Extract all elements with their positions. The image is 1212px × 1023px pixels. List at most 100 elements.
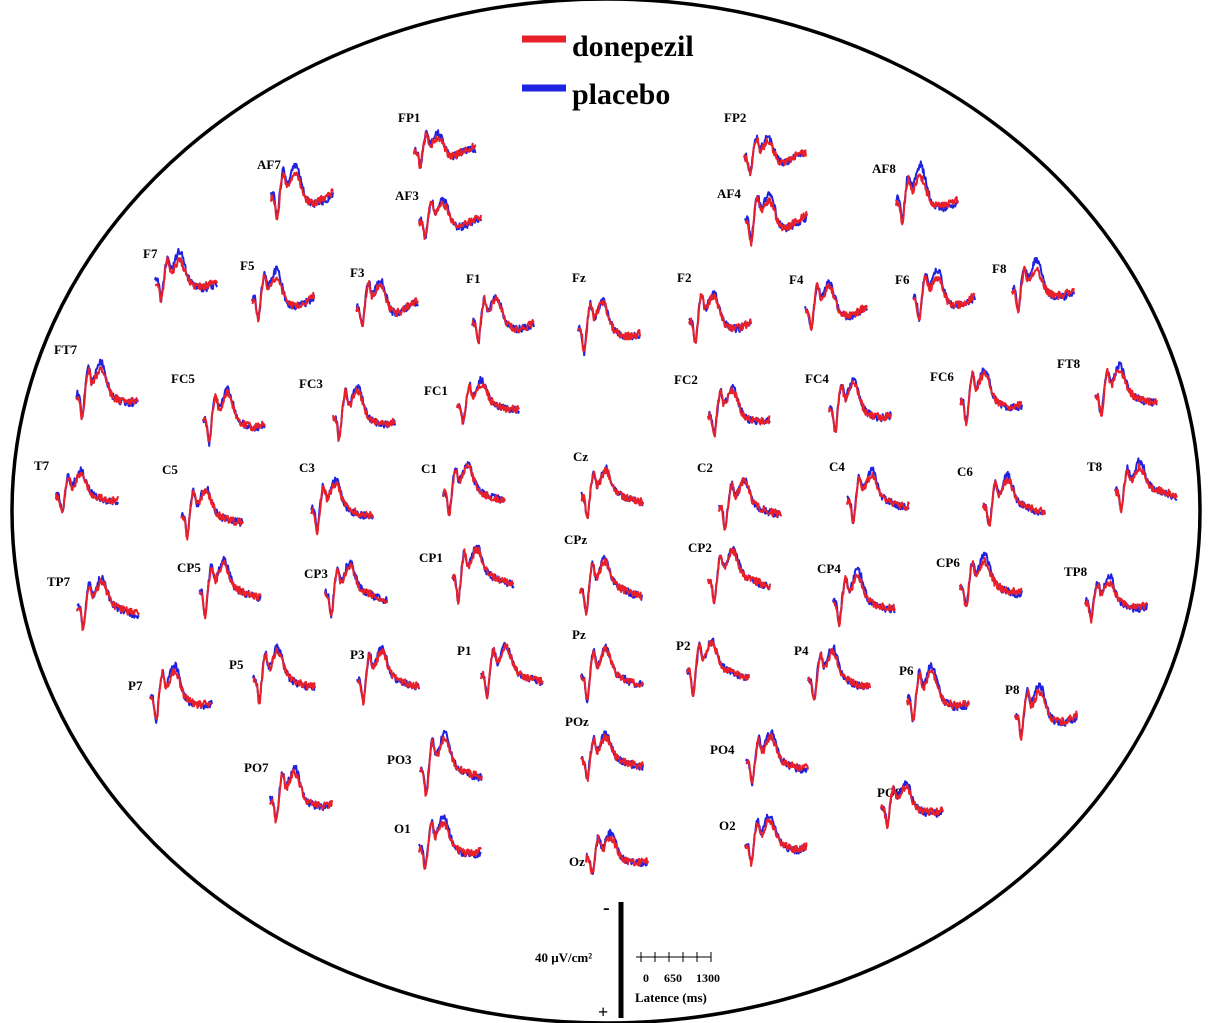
electrode-po3: PO3 bbox=[387, 729, 483, 797]
electrode-label: O2 bbox=[719, 818, 736, 833]
electrode-p4: P4 bbox=[794, 643, 871, 701]
electrode-f1: F1 bbox=[466, 271, 535, 345]
trace-donepezil bbox=[413, 131, 477, 169]
electrode-p6: P6 bbox=[899, 662, 970, 723]
electrode-label: FC1 bbox=[424, 383, 448, 398]
electrode-label: CP5 bbox=[177, 560, 201, 575]
trace-donepezil bbox=[270, 171, 334, 221]
trace-donepezil bbox=[686, 640, 750, 698]
trace-donepezil bbox=[251, 274, 315, 323]
legend-label-placebo: placebo bbox=[572, 78, 670, 111]
electrode-label: C3 bbox=[299, 460, 315, 475]
trace-donepezil bbox=[707, 386, 771, 438]
trace-donepezil bbox=[252, 647, 316, 705]
electrode-label: FC4 bbox=[805, 371, 829, 386]
electrode-p7: P7 bbox=[128, 661, 213, 724]
head-outline bbox=[10, 0, 1202, 1023]
electrode-label: FT7 bbox=[54, 342, 78, 357]
electrode-label: CPz bbox=[564, 532, 587, 547]
electrode-label: FP1 bbox=[398, 110, 420, 125]
electrode-label: P5 bbox=[229, 657, 244, 672]
electrode-label: F3 bbox=[350, 265, 365, 280]
electrode-label: CP6 bbox=[936, 555, 960, 570]
trace-donepezil bbox=[580, 466, 644, 519]
electrode-label: C1 bbox=[421, 461, 437, 476]
electrode-af7: AF7 bbox=[257, 157, 334, 221]
electrode-label: F1 bbox=[466, 271, 480, 286]
electrode-label: PO4 bbox=[710, 742, 735, 757]
electrode-t7: T7 bbox=[34, 458, 119, 514]
trace-donepezil bbox=[356, 648, 420, 706]
electrode-label: CP4 bbox=[817, 561, 841, 576]
trace-donepezil bbox=[1014, 688, 1078, 741]
electrode-label: T7 bbox=[34, 458, 50, 473]
electrode-fz: Fz bbox=[572, 270, 641, 357]
electrode-ft7: FT7 bbox=[54, 342, 139, 421]
electrode-label: FC3 bbox=[299, 376, 323, 391]
trace-donepezil bbox=[846, 472, 910, 524]
electrode-p8: P8 bbox=[1005, 682, 1078, 741]
electrode-label: F2 bbox=[677, 270, 691, 285]
trace-donepezil bbox=[480, 643, 544, 700]
electrode-label: P1 bbox=[457, 643, 471, 658]
trace-donepezil bbox=[75, 366, 139, 421]
trace-donepezil bbox=[418, 200, 482, 240]
trace-donepezil bbox=[198, 559, 262, 620]
electrode-cp3: CP3 bbox=[304, 559, 388, 619]
trace-donepezil bbox=[912, 274, 976, 321]
trace-donepezil bbox=[471, 294, 535, 345]
electrode-label: PO7 bbox=[244, 760, 269, 775]
electrode-label: CP3 bbox=[304, 566, 328, 581]
electrode-cz: Cz bbox=[573, 449, 644, 519]
electrode-po7: PO7 bbox=[244, 760, 333, 824]
electrode-grid: FP1 FP2 AF7 AF3 AF4 AF8 F7 F5 F3 F1 Fz F2 F4 F6 F8 FT7 F… bbox=[34, 110, 1178, 875]
electrode-fc6: FC6 bbox=[930, 367, 1023, 427]
electrode-t8: T8 bbox=[1087, 457, 1178, 514]
electrode-label: C2 bbox=[697, 460, 713, 475]
trace-donepezil bbox=[718, 477, 782, 531]
electrode-label: F8 bbox=[992, 261, 1007, 276]
electrode-cp2: CP2 bbox=[688, 540, 771, 605]
latency-tick-label-1300: 1300 bbox=[696, 971, 720, 985]
trace-donepezil bbox=[959, 556, 1023, 608]
electrode-label: CP2 bbox=[688, 540, 712, 555]
electrode-c3: C3 bbox=[299, 460, 374, 536]
electrode-label: AF8 bbox=[872, 161, 896, 176]
electrode-label: F6 bbox=[895, 272, 910, 287]
electrode-label: P2 bbox=[676, 638, 690, 653]
electrode-label: C4 bbox=[829, 459, 845, 474]
electrode-label: AF7 bbox=[257, 157, 281, 172]
electrode-label: TP7 bbox=[47, 574, 71, 589]
electrode-label: AF4 bbox=[717, 186, 741, 201]
trace-donepezil bbox=[959, 370, 1023, 427]
electrode-af4: AF4 bbox=[717, 186, 808, 247]
electrode-label: P7 bbox=[128, 678, 143, 693]
electrode-cp1: CP1 bbox=[419, 544, 515, 605]
electrode-label: F4 bbox=[789, 272, 804, 287]
electrode-cp5: CP5 bbox=[177, 555, 262, 620]
amplitude-plus-sign: + bbox=[598, 1002, 608, 1022]
trace-donepezil bbox=[419, 735, 483, 797]
trace-donepezil bbox=[585, 834, 649, 875]
electrode-fp2: FP2 bbox=[724, 110, 807, 177]
electrode-fc2: FC2 bbox=[674, 372, 771, 438]
amplitude-minus-sign: - bbox=[603, 897, 610, 919]
electrode-label: P4 bbox=[794, 643, 809, 658]
trace-donepezil bbox=[688, 292, 752, 344]
electrode-label: FC2 bbox=[674, 372, 698, 387]
electrode-af8: AF8 bbox=[872, 160, 959, 226]
electrode-label: FC6 bbox=[930, 369, 954, 384]
electrode-cp4: CP4 bbox=[817, 561, 896, 628]
electrode-f7: F7 bbox=[143, 246, 218, 303]
electrode-f3: F3 bbox=[350, 265, 419, 328]
trace-donepezil bbox=[744, 195, 808, 247]
electrode-f2: F2 bbox=[677, 270, 752, 344]
electrode-label: O1 bbox=[394, 821, 411, 836]
electrode-label: FP2 bbox=[724, 110, 746, 125]
trace-donepezil bbox=[154, 256, 218, 303]
electrode-pz: Pz bbox=[572, 627, 644, 704]
trace-donepezil bbox=[76, 578, 140, 631]
trace-donepezil bbox=[744, 818, 808, 867]
trace-donepezil bbox=[324, 562, 388, 617]
